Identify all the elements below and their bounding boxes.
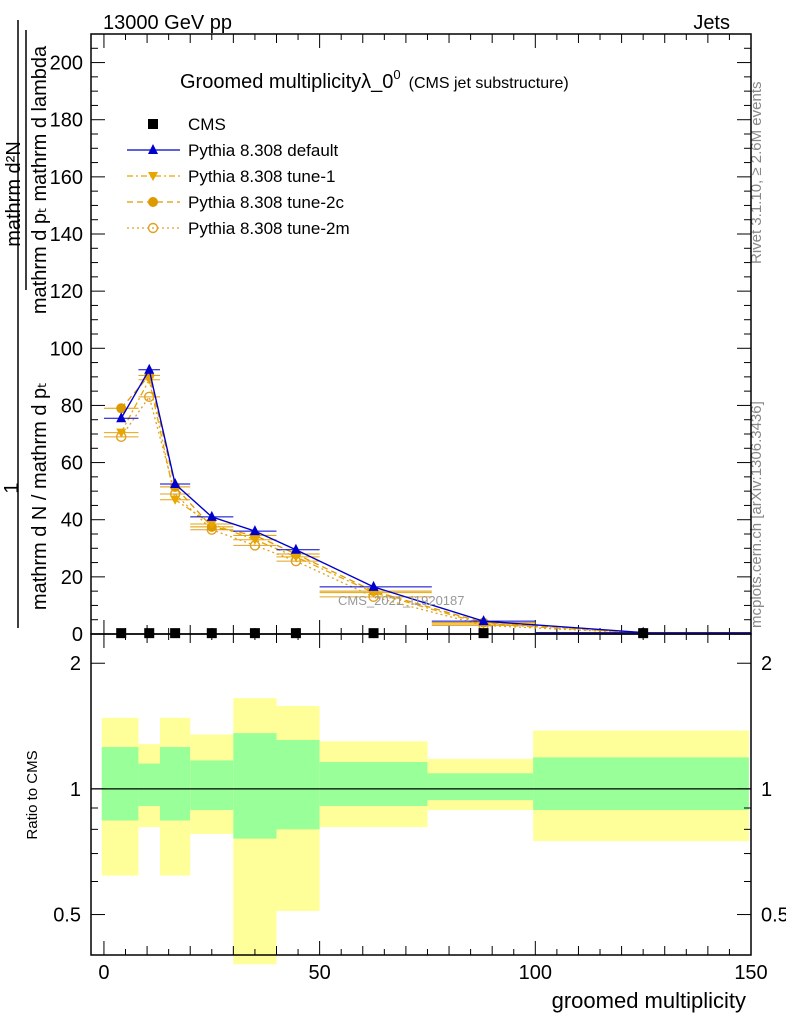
- ratio-y-tick-label-right: 0.5: [761, 905, 786, 927]
- legend-marker: [148, 144, 158, 154]
- series-line: [120, 377, 644, 634]
- x-tick-label: 50: [309, 962, 331, 984]
- ratio-y-axis-title: Ratio to CMS: [24, 750, 41, 839]
- legend-label: Pythia 8.308 tune-2c: [188, 193, 344, 212]
- data-point: [638, 628, 649, 639]
- data-point: [368, 628, 379, 639]
- data-point: [249, 535, 260, 545]
- chart-title-sub: (CMS jet substructure): [409, 75, 569, 92]
- ratio-band-inner: [160, 746, 191, 821]
- y-axis-denominator: mathrm d pₜ mathrm d lambda: [29, 45, 51, 314]
- legend-item: Pythia 8.308 tune-2c: [127, 193, 344, 212]
- main-y-tick-label: 160: [50, 167, 83, 189]
- data-point: [249, 628, 260, 639]
- main-y-tick-label: 200: [50, 53, 83, 75]
- data-point: [144, 628, 155, 639]
- data-point: [206, 628, 217, 639]
- data-point: [206, 510, 217, 521]
- ratio-y-tick-label: 1: [70, 779, 81, 801]
- ratio-band-inner: [138, 763, 161, 806]
- main-y-tick-label: 140: [50, 224, 83, 246]
- legend-item: CMS: [148, 115, 226, 134]
- data-point: [170, 495, 181, 505]
- main-y-tick-label: 120: [50, 281, 83, 303]
- y-axis-numerator: mathrm d²N: [3, 141, 25, 247]
- ratio-y-tick-label-right: 2: [761, 653, 772, 675]
- legend-label: Pythia 8.308 tune-2m: [188, 219, 350, 238]
- data-point: [116, 412, 127, 423]
- ratio-y-tick-label: 0.5: [53, 905, 81, 927]
- observable-group-label: Jets: [693, 12, 730, 34]
- data-point: [170, 478, 181, 488]
- main-y-axis-title: 1 mathrm d²N mathrm d pₜ mathrm d lambda…: [1, 20, 51, 628]
- data-point: [249, 525, 260, 536]
- data-point: [478, 628, 489, 639]
- x-axis-title: groomed multiplicity: [552, 988, 746, 1013]
- legend-marker: [148, 197, 158, 207]
- main-y-tick-label: 180: [50, 110, 83, 132]
- analysis-watermark: CMS_2021_I1920187: [338, 593, 465, 608]
- ratio-band-inner: [101, 746, 139, 821]
- data-point: [116, 428, 127, 438]
- data-point: [290, 552, 301, 562]
- y-axis-divider: mathrm d N / mathrm d pₜ: [29, 382, 51, 610]
- legend-marker: [148, 172, 158, 181]
- legend: CMS Pythia 8.308 default Pythia 8.308 tune…: [127, 115, 350, 238]
- chart-title: Groomed multiplicityλ_00 (CMS jet substru…: [180, 67, 569, 93]
- data-point: [478, 615, 489, 626]
- legend-label: Pythia 8.308 tune-1: [188, 167, 335, 186]
- legend-item: Pythia 8.308 tune-1: [127, 167, 335, 186]
- data-point: [116, 403, 127, 414]
- main-plot-panel: 0 20 40 60 80 100 120 140 160 180 200: [50, 33, 752, 646]
- data-point: [170, 628, 181, 639]
- rivet-version-label: Rivet 3.1.10, ≥ 2.6M events: [748, 82, 765, 265]
- main-y-tick-label: 60: [61, 453, 83, 475]
- ratio-y-tick-label: 2: [70, 653, 81, 675]
- main-y-tick-label: 20: [61, 567, 83, 589]
- data-point: [290, 543, 301, 554]
- mcplots-label: mcplots.cern.ch [arXiv:1306.3436]: [748, 401, 765, 628]
- y-axis-prefix: 1: [1, 482, 23, 493]
- data-point: [290, 628, 301, 639]
- ratio-band-inner: [427, 773, 534, 801]
- data-point: [206, 520, 217, 529]
- x-tick-label: 150: [734, 962, 767, 984]
- legend-marker: [147, 222, 159, 234]
- ratio-band-inner: [319, 761, 428, 806]
- ratio-band-inner: [233, 733, 277, 839]
- main-y-tick-label: 40: [61, 510, 83, 532]
- data-point: [144, 363, 155, 374]
- legend-label: Pythia 8.308 default: [188, 141, 339, 160]
- chart-title-main: Groomed multiplicityλ_0: [180, 71, 393, 93]
- series-cms: [116, 628, 649, 639]
- ratio-frame: [90, 633, 752, 956]
- legend-item: Pythia 8.308 tune-2m: [127, 219, 350, 238]
- legend-marker: [148, 119, 158, 129]
- legend-item: Pythia 8.308 default: [127, 141, 339, 160]
- data-point: [116, 628, 127, 639]
- chart-title-sup: 0: [393, 67, 400, 82]
- x-tick-label: 100: [519, 962, 552, 984]
- ratio-band-inner: [533, 757, 749, 811]
- x-tick-label: 0: [98, 962, 109, 984]
- legend-label: CMS: [188, 115, 226, 134]
- main-y-tick-label: 0: [72, 624, 83, 646]
- process-label: 13000 GeV pp: [103, 12, 232, 34]
- main-y-tick-label: 80: [61, 395, 83, 417]
- ratio-band-inner: [190, 760, 234, 811]
- data-point: [368, 580, 379, 591]
- ratio-y-tick-label-right: 1: [761, 779, 772, 801]
- main-y-tick-label: 100: [50, 338, 83, 360]
- ratio-band-inner: [276, 739, 320, 830]
- ratio-plot-panel: 0.5 0.5 1 1 2 2 0 50 100 150: [53, 633, 786, 984]
